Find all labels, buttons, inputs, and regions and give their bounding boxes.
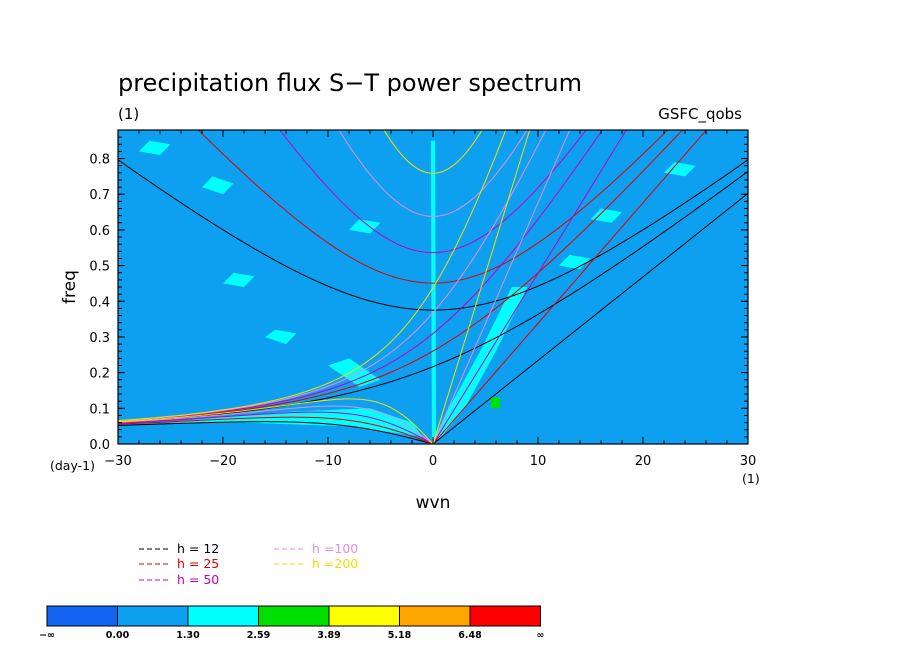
legend-label: h =100 [312,541,358,556]
spectrum-patch-3 [328,358,381,387]
x-tick-label: 20 [635,454,652,469]
legend-label: h =200 [312,556,358,571]
curve-mrg-h12 [118,170,748,423]
colorbar-segment [46,605,118,627]
spectrum-patch-9 [590,208,622,223]
colorbar-label: 0.00 [106,630,130,641]
curve-mrg-h200 [118,130,507,422]
spectrum-patch-10 [664,162,696,177]
y-tick-label: 0.6 [89,224,110,239]
x-tick-label: 10 [530,454,547,469]
x-tick-label: 0 [429,454,437,469]
curve-mrg-h50 [118,130,603,422]
spectrum-patch-4 [265,329,297,345]
legend-label: h = 50 [177,572,219,587]
dispersion-curves [118,130,748,444]
colorbar-label: 2.59 [247,630,270,641]
x-tick-label: 30 [740,454,757,469]
y-tick-label: 0.4 [89,295,110,310]
curve-kelvin-h12 [432,192,748,444]
spectrum-patch-11 [139,140,171,155]
curve-rossby-h25 [118,416,434,444]
legend-label: h = 12 [177,541,219,556]
colorbar-segment [187,605,259,627]
curve-inertia-gravity-h200 [383,130,483,174]
curve-inertia-gravity-h12 [118,159,748,311]
curve-inertia-gravity-h100 [338,130,528,217]
curve-kelvin-h100 [432,130,571,444]
curve-inertia-gravity-h50 [279,130,587,254]
curve-kelvin-h25 [432,130,708,444]
title-units: (1) [118,105,139,123]
x-tick-label: −20 [209,454,236,469]
curve-kelvin-h50 [432,130,627,444]
colorbar-label: 3.89 [317,630,340,641]
curve-rossby-h100 [118,405,434,444]
curve-rossby-h12 [118,421,434,444]
colorbar-label: −∞ [39,630,55,641]
curve-kelvin-h200 [432,130,531,444]
colorbar-segment [258,605,330,627]
y-tick-label: 0.1 [89,402,110,417]
colorbar-label: 5.18 [388,630,412,641]
spectrum-patch-1 [160,408,423,437]
colorbar-label: 6.48 [458,630,482,641]
x-tick-label: −10 [314,454,341,469]
y-units: (day-1) [50,458,95,473]
y-axis-ticks: 0.0 0.1 0.2 0.3 0.4 0.5 0.6 0.7 0.8 [89,136,748,453]
y-tick-label: 0.5 [89,260,110,275]
curve-inertia-gravity-h25 [197,130,669,284]
colorbar-segment [328,605,400,627]
spectrum-patches [139,140,696,443]
chart-title: precipitation flux S−T power spectrum [118,69,582,97]
y-tick-label: 0.0 [89,438,110,453]
legend-label: h = 25 [177,556,219,571]
colorbar-label: 1.30 [176,630,200,641]
spectrum-patch-8 [559,254,591,270]
y-tick-label: 0.3 [89,331,110,346]
x-axis-label: wvn [416,493,451,513]
spectrum-patch-12 [490,397,501,409]
colorbar-segment [399,605,471,627]
colorbar-segment [117,605,189,627]
curve-mrg-h25 [118,130,684,423]
y-tick-label: 0.7 [89,188,110,203]
colorbar: −∞ 0.00 1.30 2.59 3.89 5.18 6.48 ∞ [39,605,545,641]
x-axis-ticks: −30 −20 −10 0 10 20 30 [104,130,756,469]
colorbar-label: ∞ [537,630,545,641]
x-tick-label: −30 [104,454,131,469]
spectrum-patch-5 [223,272,255,287]
curve-mrg-h100 [118,130,547,422]
y-axis-label: freq [60,270,80,304]
colorbar-segment [469,605,541,627]
y-tick-label: 0.8 [89,153,110,168]
spectrum-patch-2 [433,287,528,441]
dataset-label: GSFC_qobs [658,105,742,124]
spectrum-patch-7 [202,176,234,195]
spectrum-patch-6 [349,219,381,234]
curve-rossby-h200 [118,398,434,444]
x-units: (1) [742,471,760,486]
y-tick-label: 0.2 [89,367,110,382]
curve-rossby-h50 [118,411,434,444]
